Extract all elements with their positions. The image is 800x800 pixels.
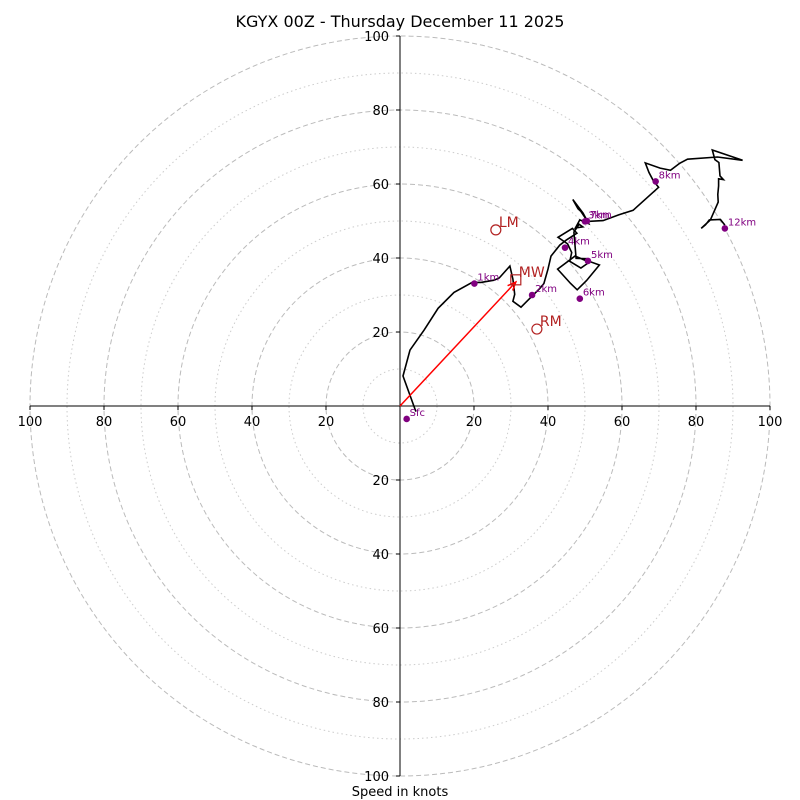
- x-tick-label: 20: [466, 415, 483, 430]
- hodograph-trace: [402, 148, 743, 412]
- height-marker-1km: [471, 280, 478, 287]
- height-marker-12km: [721, 225, 729, 232]
- storm-marker-label-lm: LM: [499, 215, 519, 231]
- x-tick-label: 80: [96, 415, 113, 430]
- y-tick-label: 100: [364, 30, 389, 45]
- y-tick-label: 100: [364, 770, 389, 785]
- x-tick-label: 60: [170, 415, 187, 430]
- height-marker-label-5km: 5km: [591, 250, 613, 261]
- height-marker-8km: [652, 178, 659, 185]
- storm-motion-markers: LM MW RM: [490, 215, 562, 335]
- y-tick-label: 20: [372, 326, 389, 341]
- y-tick-label: 20: [372, 474, 389, 489]
- y-tick-label: 60: [372, 622, 389, 637]
- height-marker-label-sfc: Sfc: [410, 408, 425, 419]
- y-tick-label: 80: [372, 104, 389, 119]
- height-marker-label-2km: 2km: [535, 284, 557, 295]
- height-marker-4km: [561, 244, 569, 251]
- chart-title: KGYX 00Z - Thursday December 11 2025: [236, 12, 565, 31]
- x-tick-label: 60: [614, 415, 631, 430]
- x-tick-label: 20: [318, 415, 335, 430]
- height-marker-label-3km: 3km: [588, 210, 610, 221]
- shear-vector-line: [399, 281, 517, 407]
- x-tick-label: 40: [540, 415, 557, 430]
- height-marker-label-8km: 8km: [659, 170, 681, 181]
- height-marker-label-4km: 4km: [568, 237, 590, 248]
- x-axis-label: Speed in knots: [352, 785, 449, 800]
- y-tick-label: 40: [372, 252, 389, 267]
- x-tick-label: 100: [18, 415, 43, 430]
- storm-marker-lm: [490, 224, 502, 236]
- x-tick-label: 40: [244, 415, 261, 430]
- height-marker-5km: [584, 257, 592, 265]
- y-tick-label: 60: [372, 178, 389, 193]
- x-tick-label: 80: [688, 415, 705, 430]
- height-marker-label-6km: 6km: [583, 288, 605, 299]
- storm-marker-label-rm: RM: [540, 314, 562, 330]
- height-marker-label-12km: 12km: [728, 217, 756, 228]
- height-marker-label-1km: 1km: [477, 273, 499, 284]
- height-marker-7km: [583, 217, 591, 225]
- height-marker-sfc: [403, 415, 410, 423]
- height-marker-label-7km: 7km: [590, 210, 612, 221]
- tick-labels: 100 80 60 40 20 20 40 60 80 100 100 80 60 40 20 20 40 60 8…: [18, 30, 783, 785]
- storm-marker-rm: [531, 323, 543, 335]
- storm-marker-mw: [510, 274, 522, 286]
- height-marker-2km: [528, 291, 536, 299]
- y-tick-label: 40: [372, 548, 389, 563]
- storm-marker-label-mw: MW: [519, 265, 545, 281]
- y-tick-label: 80: [372, 696, 389, 711]
- height-marker-6km: [576, 295, 584, 303]
- x-tick-label: 100: [758, 415, 783, 430]
